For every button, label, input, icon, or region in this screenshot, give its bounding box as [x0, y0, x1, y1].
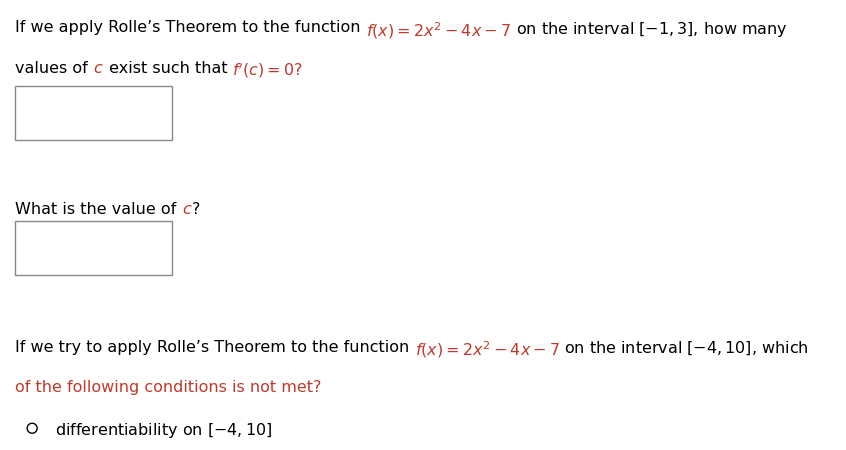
Text: ?: ?: [192, 202, 201, 217]
Text: If we apply Rolle’s Theorem to the function: If we apply Rolle’s Theorem to the funct…: [15, 20, 365, 35]
Text: values of: values of: [15, 61, 93, 76]
Ellipse shape: [27, 423, 37, 433]
FancyBboxPatch shape: [15, 220, 172, 274]
Text: differentiability on $[ - 4, 10]$: differentiability on $[ - 4, 10]$: [55, 421, 272, 440]
FancyBboxPatch shape: [15, 86, 172, 140]
Text: on the interval $[ - 4, 10]$, which: on the interval $[ - 4, 10]$, which: [559, 340, 809, 357]
Text: What is the value of: What is the value of: [15, 202, 182, 217]
Text: $f(x) = 2x^2 - 4x - 7$: $f(x) = 2x^2 - 4x - 7$: [415, 340, 559, 360]
Text: $f(x) = 2x^2 - 4x - 7$: $f(x) = 2x^2 - 4x - 7$: [365, 20, 511, 41]
Text: of the following conditions is not met?: of the following conditions is not met?: [15, 380, 321, 395]
Text: $f'(c) = 0$?: $f'(c) = 0$?: [233, 61, 303, 80]
Text: If we try to apply Rolle’s Theorem to the function: If we try to apply Rolle’s Theorem to th…: [15, 340, 415, 355]
Text: on the interval $[ - 1, 3]$, how many: on the interval $[ - 1, 3]$, how many: [511, 20, 788, 39]
Text: $c$: $c$: [182, 202, 192, 217]
Text: $c$: $c$: [93, 61, 104, 76]
Text: exist such that: exist such that: [104, 61, 233, 76]
